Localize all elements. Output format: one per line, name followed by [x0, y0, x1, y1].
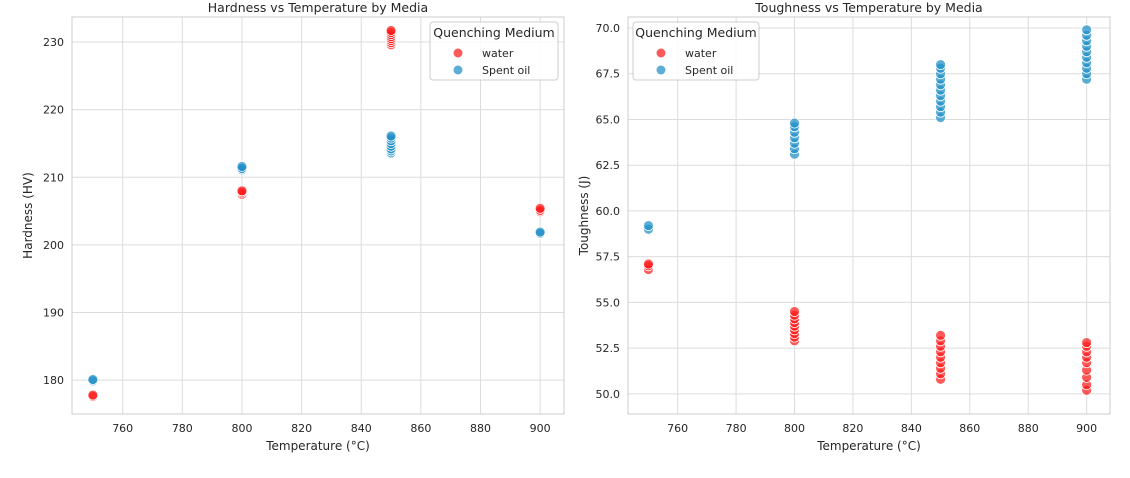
chart-title: Hardness vs Temperature by Media	[208, 0, 428, 15]
data-point	[789, 306, 800, 317]
x-tick-label: 860	[959, 422, 980, 435]
data-point	[534, 226, 546, 238]
series-water	[87, 25, 546, 402]
hardness-chart: 760 780 800 820 840 860 880 900 180 190 200 210 220 2…	[21, 0, 565, 453]
legend-title: Quenching Medium	[433, 25, 554, 40]
x-tick-label: 820	[842, 422, 863, 435]
x-tick-label: 860	[410, 422, 431, 435]
legend-title: Quenching Medium	[635, 25, 756, 40]
series-spent-oil	[87, 130, 546, 387]
x-tick-label: 780	[172, 422, 193, 435]
data-point	[789, 117, 800, 129]
y-tick-label: 180	[43, 374, 64, 387]
data-point	[236, 161, 248, 172]
data-point	[643, 258, 654, 270]
y-tick-label: 65.0	[596, 113, 621, 126]
legend-box	[429, 21, 559, 81]
y-tick-label: 200	[43, 239, 64, 252]
y-tick-label: 210	[43, 171, 64, 184]
axes-frame	[71, 16, 565, 415]
x-tick-label: 780	[726, 422, 747, 435]
y-tick-label: 52.5	[596, 342, 621, 355]
x-tick-label: 760	[667, 422, 688, 435]
data-point	[87, 389, 99, 401]
data-point	[534, 202, 546, 214]
y-tick-label: 67.5	[596, 68, 621, 81]
legend-marker	[656, 65, 666, 75]
y-axis-label: Hardness (HV)	[21, 172, 35, 259]
data-point	[87, 374, 99, 385]
y-axis-label: Toughness (J)	[577, 176, 591, 257]
x-tick-label: 760	[112, 422, 133, 435]
data-point	[1081, 24, 1093, 36]
x-tick-label: 840	[351, 422, 372, 435]
chart-title: Toughness vs Temperature by Media	[754, 0, 982, 15]
legend-marker	[453, 48, 463, 58]
legend-marker	[656, 48, 666, 58]
x-tick-label: 900	[530, 422, 551, 435]
y-tick-label: 190	[43, 307, 64, 320]
plot-area	[72, 17, 564, 414]
y-tick-label: 220	[43, 104, 64, 117]
data-point	[643, 220, 654, 231]
legend-box	[632, 21, 760, 81]
data-point	[236, 185, 248, 197]
legend-label: water	[685, 47, 717, 60]
x-tick-label: 900	[1076, 422, 1097, 435]
legend-marker	[453, 65, 463, 75]
y-tick-label: 50.0	[596, 388, 621, 401]
y-tick-label: 62.5	[596, 159, 621, 172]
x-tick-label: 800	[784, 422, 805, 435]
x-axis-label: Temperature (°C)	[816, 439, 921, 453]
x-tick-label: 880	[1018, 422, 1039, 435]
data-point	[385, 25, 397, 36]
x-tick-label: 840	[901, 422, 922, 435]
x-axis-label: Temperature (°C)	[265, 439, 370, 453]
x-tick-label: 820	[291, 422, 312, 435]
y-tick-label: 70.0	[596, 22, 621, 35]
data-point	[1081, 337, 1093, 349]
series-spent-oil	[643, 24, 1093, 235]
legend-label: Spent oil	[482, 64, 530, 77]
x-tick-label: 800	[231, 422, 252, 435]
toughness-chart: 760 780 800 820 840 860 880 900 50.0 52.5 55.0 57.5…	[577, 0, 1111, 453]
series-water	[643, 258, 1093, 396]
data-point	[935, 329, 946, 341]
y-tick-label: 57.5	[596, 251, 621, 264]
y-tick-label: 60.0	[596, 205, 621, 218]
axes-frame	[627, 16, 1111, 415]
legend-label: Spent oil	[685, 64, 733, 77]
data-point	[935, 59, 946, 70]
y-tick-label: 230	[43, 36, 64, 49]
data-point	[385, 130, 397, 142]
x-tick-label: 880	[470, 422, 491, 435]
legend-label: water	[482, 47, 514, 60]
y-tick-label: 55.0	[596, 296, 621, 309]
